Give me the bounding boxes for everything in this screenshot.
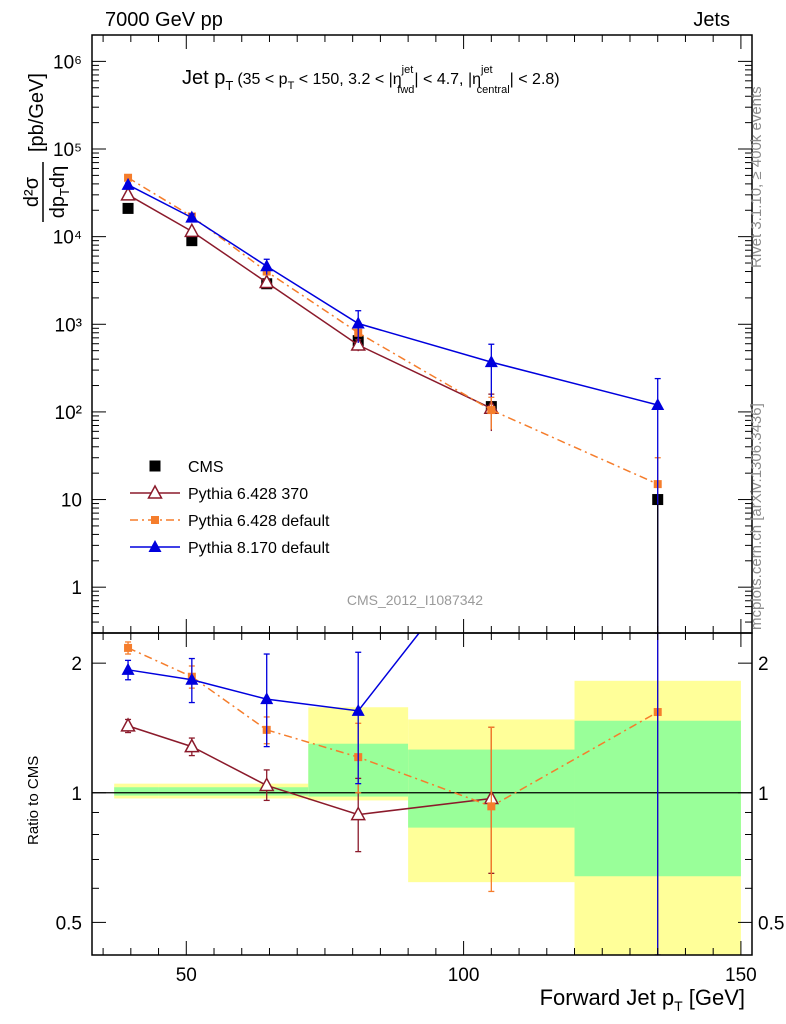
ratio-point-2-4 [651,321,664,333]
ratio-point-2-0 [121,662,135,675]
legend-marker-0 [149,460,161,472]
mcplots-info: mcplots.cern.ch [arXiv:1306.3436] [748,403,765,630]
main-ytick-label: 10² [55,403,82,424]
main-line-series-3 [127,184,658,406]
band-green-0 [114,787,159,796]
ratio-point-0-3 [350,805,366,821]
ratio-ytick-label-left: 1 [71,784,82,805]
xtick-label: 100 [448,965,480,986]
ratio-point-1-4 [487,802,496,811]
ratio-ytick-label-right: 0.5 [758,913,784,934]
main-point-1-1 [184,222,200,238]
x-axis-label: Forward Jet pT [GeV] [540,985,745,1014]
ratio-frame [91,632,753,956]
ratio-uncertainty-bands [114,680,741,955]
main-point-3-1 [185,210,199,223]
svg-text:d²σ: d²σ [21,176,43,207]
rivet-info: Rivet 3.1.10, ≥ 400k events [748,86,765,268]
main-point-2-4 [487,406,496,415]
analysis-watermark: CMS_2012_I1087342 [347,592,483,608]
legend-marker-1 [147,484,163,499]
main-point-2-0 [124,173,133,182]
header-energy: 7000 GeV pp [105,9,223,31]
header-process: Jets [693,9,730,31]
main-point-1-2 [258,273,275,289]
legend-marker-3 [148,540,162,552]
ratio-ytick-label-left: 2 [71,654,82,675]
ratio-point-2-3 [351,703,365,716]
main-ytick-label: 10³ [55,315,82,336]
legend-label-1: Pythia 6.428 370 [188,486,308,503]
band-green-1 [158,787,309,796]
axis-ticks: 1 10 10² 10³ 10⁴ 10⁵ 10⁶ 0.5 0.5 1 1 2 2 50 100 150 [53,34,784,986]
svg-text:dpTdη: dpTdη [47,166,72,218]
ratio-point-0-2 [258,776,275,792]
ratio-point-2-2 [260,692,274,705]
xtick-label: 150 [725,965,757,986]
legend: CMS Pythia 6.428 370 Pythia 6.428 default P… [130,459,330,557]
main-ytick-label: 10⁵ [53,140,82,161]
main-ytick-label: 1 [71,578,82,599]
main-point-1-3 [350,336,366,351]
main-ytick-label: 10⁶ [53,52,82,73]
main-point-3-4 [484,355,498,368]
ratio-ytick-label-right: 1 [758,784,769,805]
ratio-ytick-label-right: 2 [758,654,769,675]
main-ytick-label: 10⁴ [53,228,82,249]
ratio-y-axis-label: Ratio to CMS [25,756,42,845]
main-y-axis-label: d²σ dpTdη [pb/GeV] [21,73,72,222]
main-point-3-5 [651,397,665,410]
ratio-point-1-0 [124,643,133,652]
main-point-3-2 [260,259,274,272]
main-line-series-2 [127,177,659,485]
chart-title: Jet pT (35 < pT < 150, 3.2 < |ηjet fwd| < … [182,64,560,96]
ratio-ytick-label-left: 0.5 [56,913,82,934]
main-point-1-0 [120,186,136,201]
ratio-panel-data [92,321,752,955]
main-point-0-0 [122,202,134,214]
main-point-3-3 [351,316,365,329]
ratio-point-2-1 [185,672,199,685]
svg-text:[pb/GeV]: [pb/GeV] [26,73,48,152]
legend-label-0: CMS [188,459,224,476]
ratio-line-series-1 [127,647,659,808]
main-panel-data [120,173,665,633]
main-ytick-label: 10 [61,491,82,512]
xtick-label: 50 [176,965,197,986]
main-line-series-1 [127,194,492,409]
ratio-point-0-1 [184,738,200,753]
legend-label-3: Pythia 8.170 default [188,540,330,557]
main-point-0-1 [186,235,198,247]
legend-label-2: Pythia 6.428 default [188,513,330,530]
main-point-3-0 [121,177,135,190]
ratio-point-0-0 [120,717,136,732]
axes-frames [91,34,753,956]
legend-marker-2 [151,516,159,524]
